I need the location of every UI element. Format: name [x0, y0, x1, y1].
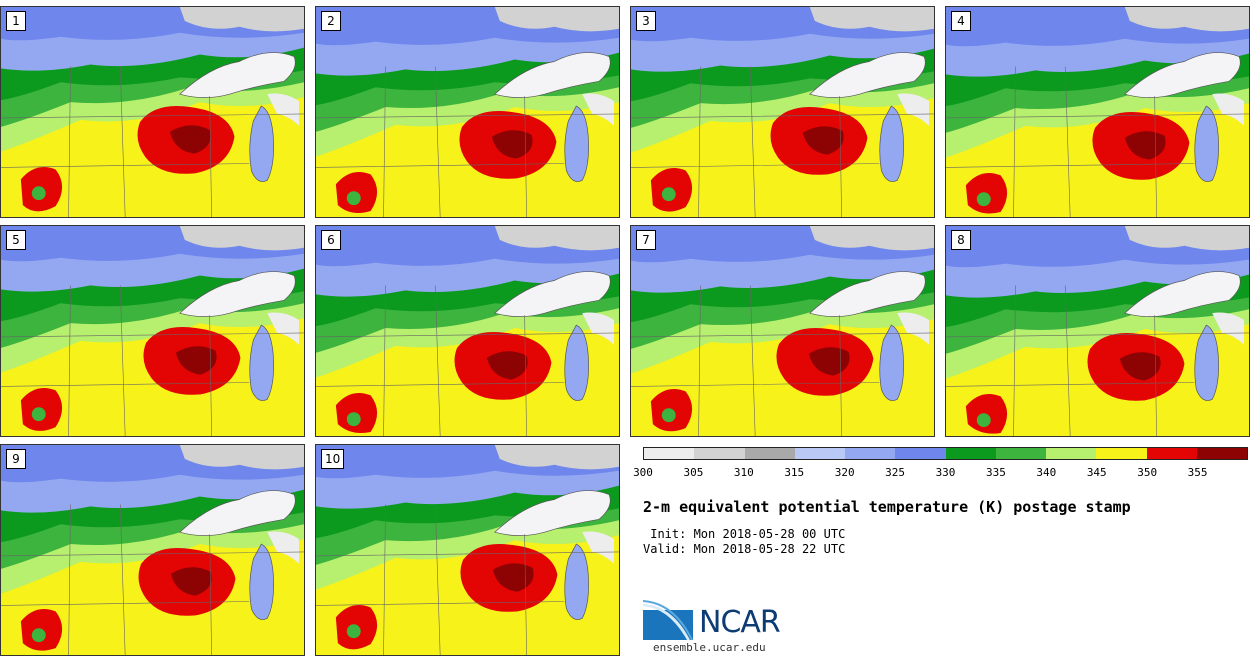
colorbar-segment [644, 448, 695, 459]
colorbar-segment [1146, 448, 1197, 459]
ncar-logo-text: NCAR [699, 605, 781, 640]
init-time: Init: Mon 2018-05-28 00 UTC [643, 527, 846, 541]
panel-label: 10 [321, 449, 345, 469]
colorbar-tick-label: 355 [1187, 466, 1208, 479]
colorbar [643, 447, 1248, 460]
map-field [946, 7, 1249, 217]
panel-label: 2 [321, 11, 341, 31]
ncar-logo: NCAR [643, 600, 793, 642]
panel-label: 5 [6, 230, 26, 250]
panel-label: 9 [6, 449, 26, 469]
ensemble-member-map-4: 4 [945, 6, 1250, 218]
colorbar-tick-label: 320 [834, 466, 855, 479]
colorbar-tick-label: 330 [935, 466, 956, 479]
panel-label: 1 [6, 11, 26, 31]
colorbar-segment [895, 448, 946, 459]
ensemble-member-map-6: 6 [315, 225, 620, 437]
colorbar-tick-label: 310 [733, 466, 754, 479]
colorbar-tick-labels: 300 305 310 315 320 325 330 335 340 345 350 355 [633, 466, 1248, 480]
ensemble-member-map-1: 1 [0, 6, 305, 218]
colorbar-tick-label: 325 [885, 466, 906, 479]
site-url: ensemble.ucar.edu [653, 641, 766, 654]
map-field [316, 7, 619, 217]
map-field [1, 226, 304, 436]
colorbar-segment [845, 448, 896, 459]
init-valid-times: Init: Mon 2018-05-28 00 UTC Valid: Mon 2… [643, 527, 845, 557]
colorbar-segment [1096, 448, 1147, 459]
ensemble-member-map-10: 10 [315, 444, 620, 656]
ensemble-member-map-9: 9 [0, 444, 305, 656]
map-field [1, 445, 304, 655]
panel-label: 6 [321, 230, 341, 250]
map-field [316, 445, 619, 655]
ensemble-member-map-8: 8 [945, 225, 1250, 437]
colorbar-tick-label: 345 [1086, 466, 1107, 479]
colorbar-segment [744, 448, 795, 459]
ensemble-member-map-2: 2 [315, 6, 620, 218]
colorbar-tick-label: 300 [633, 466, 653, 479]
ensemble-member-map-3: 3 [630, 6, 935, 218]
panel-label: 4 [951, 11, 971, 31]
ensemble-member-map-5: 5 [0, 225, 305, 437]
colorbar-segment [794, 448, 845, 459]
colorbar-tick-label: 305 [683, 466, 704, 479]
ncar-swoosh-icon [643, 600, 693, 640]
colorbar-tick-label: 335 [985, 466, 1006, 479]
colorbar-segment [945, 448, 996, 459]
map-field [946, 226, 1249, 436]
map-field [1, 7, 304, 217]
chart-title: 2-m equivalent potential temperature (K)… [643, 498, 1131, 516]
colorbar-segment [995, 448, 1046, 459]
valid-time: Valid: Mon 2018-05-28 22 UTC [643, 542, 846, 556]
colorbar-tick-label: 315 [784, 466, 805, 479]
ensemble-member-map-7: 7 [630, 225, 935, 437]
colorbar-segment [694, 448, 745, 459]
colorbar-tick-label: 350 [1137, 466, 1158, 479]
panel-label: 8 [951, 230, 971, 250]
colorbar-segment [1196, 448, 1247, 459]
panel-label: 3 [636, 11, 656, 31]
colorbar-tick-label: 340 [1036, 466, 1057, 479]
map-field [631, 226, 934, 436]
map-field [316, 226, 619, 436]
map-field [631, 7, 934, 217]
panel-label: 7 [636, 230, 656, 250]
colorbar-segment [1046, 448, 1097, 459]
